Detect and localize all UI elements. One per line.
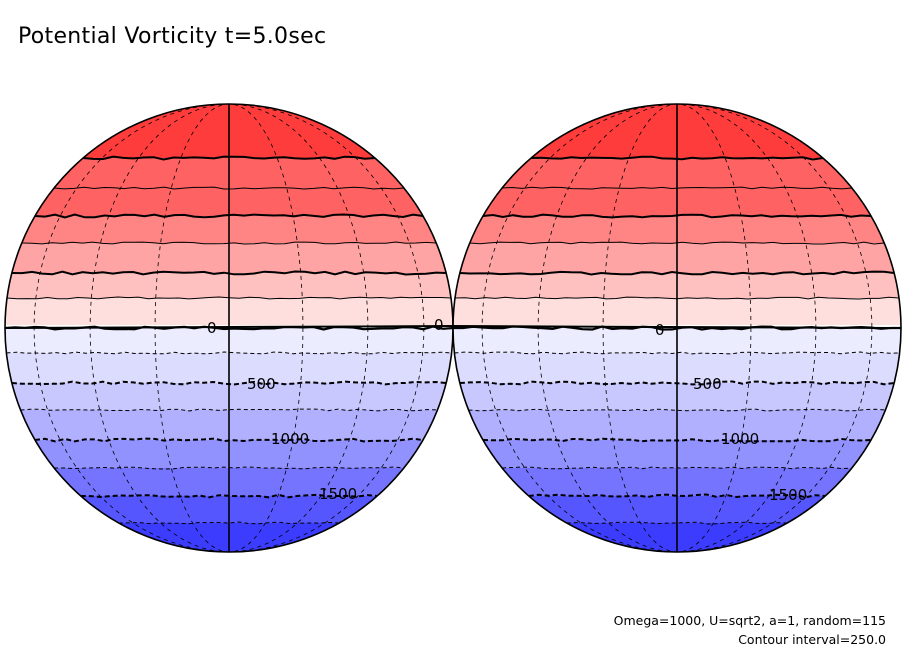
pv-contour-line bbox=[528, 493, 826, 499]
globe-outline bbox=[452, 103, 902, 553]
contour-label: 0 bbox=[434, 316, 444, 334]
pv-contour-line bbox=[566, 521, 788, 525]
plot-footer: Omega=1000, U=sqrt2, a=1, random=115 Con… bbox=[614, 611, 886, 649]
contour-label: 1500 bbox=[769, 486, 807, 504]
plot-title: Potential Vorticity t=5.0sec bbox=[18, 24, 327, 49]
contour-label: 500 bbox=[247, 375, 276, 393]
equator-contour bbox=[4, 324, 901, 329]
contour-label: 0 bbox=[655, 321, 665, 339]
pv-contour-line bbox=[118, 521, 340, 525]
contour-label: 1000 bbox=[271, 430, 309, 448]
pv-contour-line bbox=[6, 351, 452, 355]
contour-interval-text: Contour interval=250.0 bbox=[738, 632, 886, 647]
pv-contour-line bbox=[454, 351, 900, 355]
parameter-text: Omega=1000, U=sqrt2, a=1, random=115 bbox=[613, 613, 886, 628]
contour-label: 1000 bbox=[721, 430, 759, 448]
contour-label: 500 bbox=[693, 375, 722, 393]
contour-label: 1500 bbox=[319, 485, 357, 503]
